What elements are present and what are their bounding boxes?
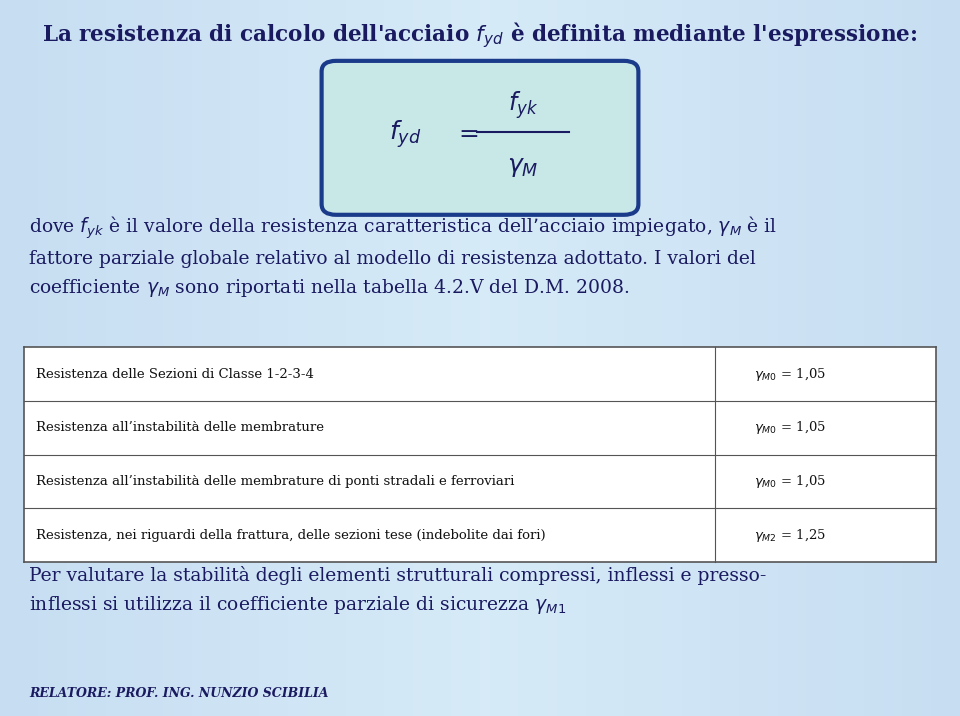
Text: $\gamma_{M0}$ = 1,05: $\gamma_{M0}$ = 1,05 (754, 366, 826, 382)
Text: Resistenza all’instabilità delle membrature di ponti stradali e ferroviari: Resistenza all’instabilità delle membrat… (36, 475, 514, 488)
Text: dove $\mathit{f}_{yk}$ è il valore della resistenza caratteristica dell’acciaio : dove $\mathit{f}_{yk}$ è il valore della… (29, 215, 777, 299)
Text: $f_{yk}$: $f_{yk}$ (508, 89, 539, 121)
Text: Per valutare la stabilità degli elementi strutturali compressi, inflessi e press: Per valutare la stabilità degli elementi… (29, 566, 766, 616)
Text: Resistenza, nei riguardi della frattura, delle sezioni tese (indebolite dai fori: Resistenza, nei riguardi della frattura,… (36, 528, 545, 542)
Text: La resistenza di calcolo dell'acciaio $\mathit{f}_{yd}$ è definita mediante l'es: La resistenza di calcolo dell'acciaio $\… (42, 20, 918, 50)
Text: $\gamma_{M0}$ = 1,05: $\gamma_{M0}$ = 1,05 (754, 473, 826, 490)
Text: $\gamma_{M2}$ = 1,25: $\gamma_{M2}$ = 1,25 (754, 527, 826, 543)
Text: Resistenza all’instabilità delle membrature: Resistenza all’instabilità delle membrat… (36, 421, 324, 435)
FancyBboxPatch shape (322, 61, 638, 215)
Text: Resistenza delle Sezioni di Classe 1-2-3-4: Resistenza delle Sezioni di Classe 1-2-3… (36, 367, 313, 381)
Text: $\gamma_M$: $\gamma_M$ (508, 156, 539, 180)
Bar (24, 347, 936, 562)
Text: =: = (458, 122, 479, 146)
Text: RELATORE: PROF. ING. NUNZIO SCIBILIA: RELATORE: PROF. ING. NUNZIO SCIBILIA (29, 687, 328, 700)
Text: $\gamma_{M0}$ = 1,05: $\gamma_{M0}$ = 1,05 (754, 420, 826, 436)
Text: $f_{yd}$: $f_{yd}$ (389, 118, 421, 150)
